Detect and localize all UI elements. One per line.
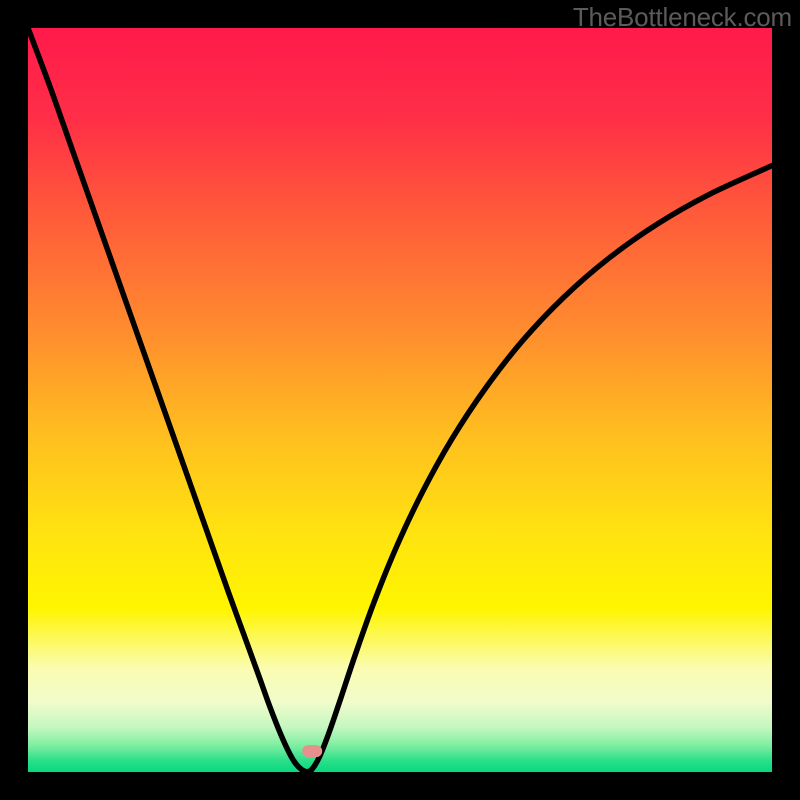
gradient-background [28, 28, 772, 772]
chart-svg [0, 0, 800, 800]
watermark-text: TheBottleneck.com [573, 2, 792, 33]
chart-container: TheBottleneck.com [0, 0, 800, 800]
minimum-marker [302, 745, 322, 757]
